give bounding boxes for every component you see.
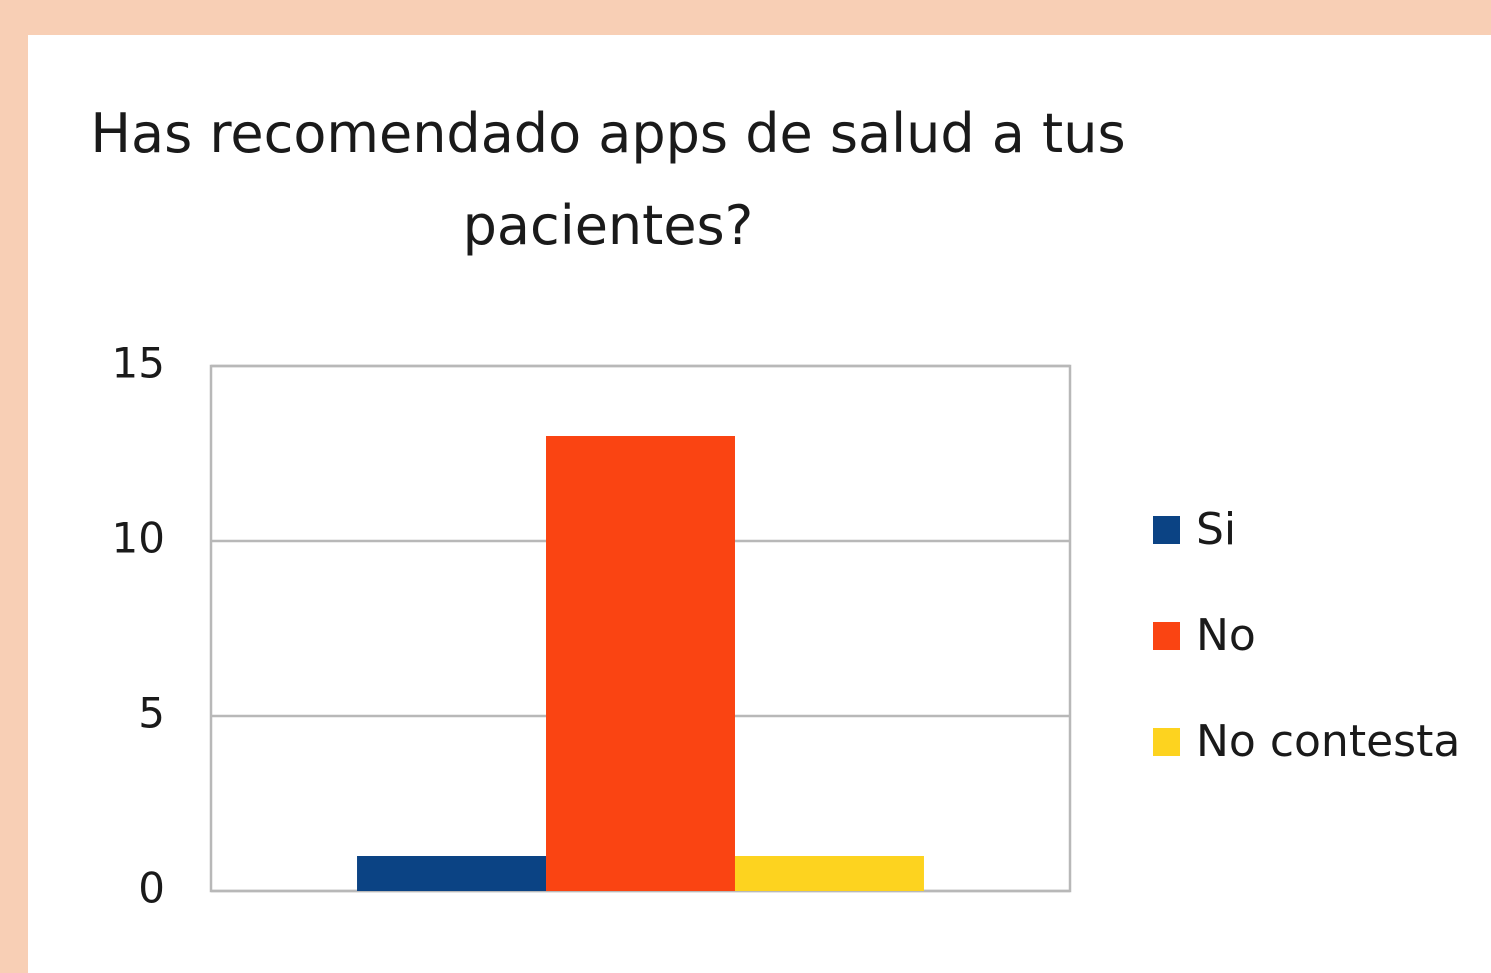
legend-label: Si: [1196, 504, 1236, 555]
y-tick-label: 15: [112, 339, 165, 388]
chart-panel: [28, 35, 1491, 973]
legend-swatch: [1153, 516, 1180, 544]
bar: [357, 856, 547, 891]
chart-title: Has recomendado apps de salud a tus paci…: [90, 102, 1126, 257]
bar: [546, 436, 735, 891]
bar: [734, 856, 924, 891]
legend-swatch: [1153, 728, 1180, 756]
legend-swatch: [1153, 622, 1180, 650]
legend-label: No: [1196, 610, 1256, 661]
y-tick-label: 0: [138, 864, 165, 913]
y-tick-label: 10: [112, 514, 165, 563]
y-tick-label: 5: [138, 689, 165, 738]
legend-label: No contesta: [1196, 716, 1460, 767]
